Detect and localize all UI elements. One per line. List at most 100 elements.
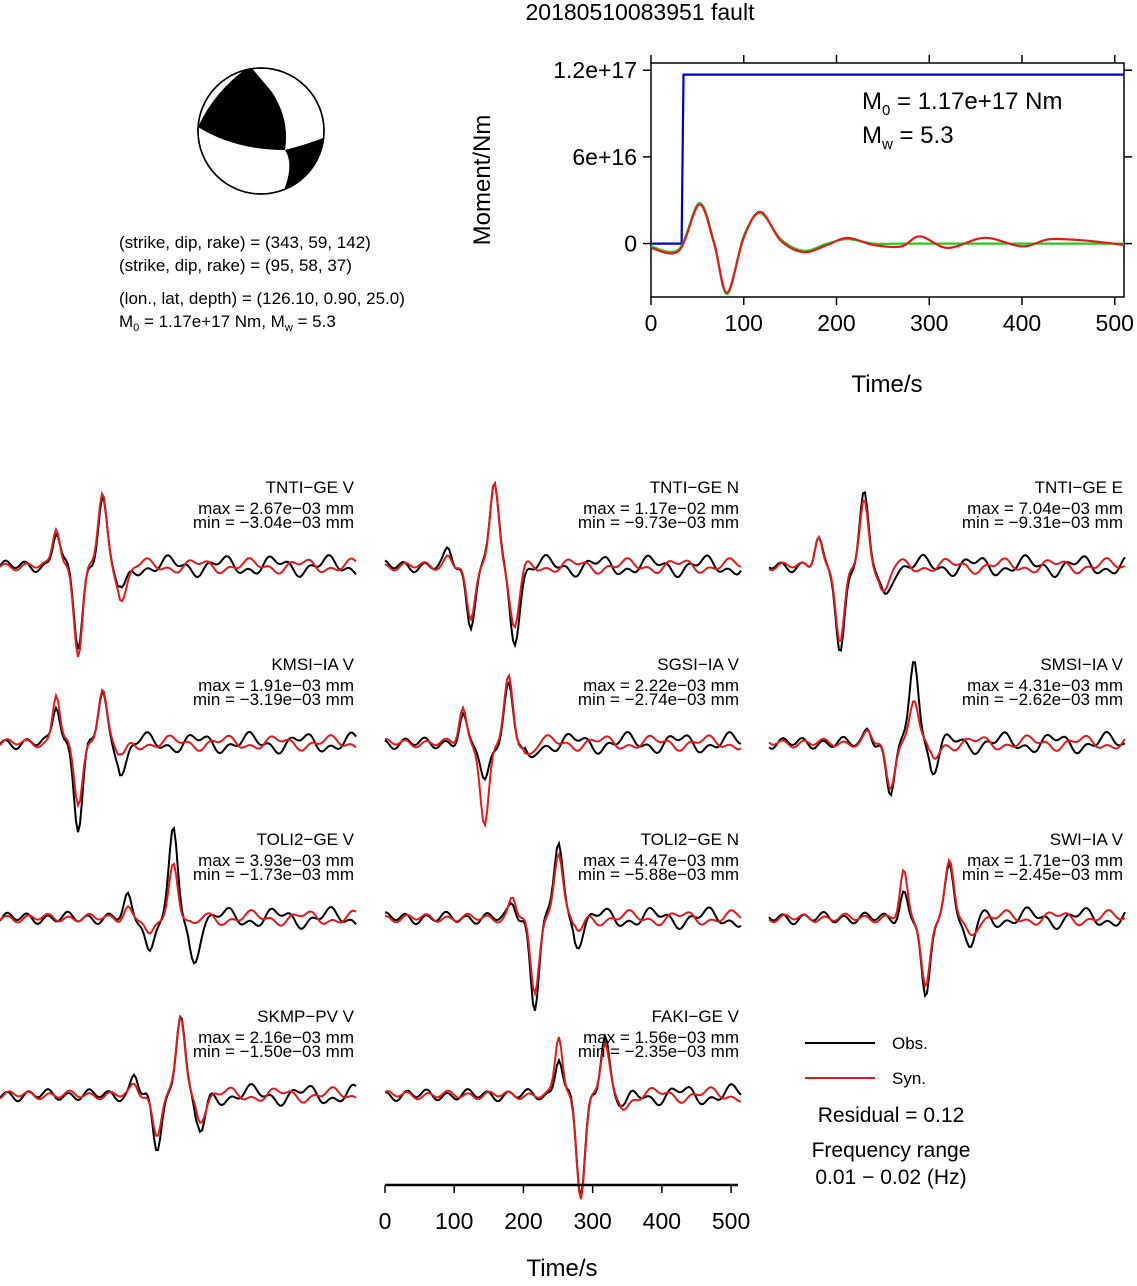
panel-max-label: max = 4.31e−03 mm xyxy=(967,676,1123,695)
nodal-plane-1: (strike, dip, rake) = (343, 59, 142) xyxy=(119,233,371,252)
panel-max-label: max = 2.22e−03 mm xyxy=(583,676,739,695)
moment-plot-m0: M0 = 1.17e+17 Nm xyxy=(862,88,1062,119)
panel-station-label: FAKI−GE V xyxy=(652,1007,740,1026)
source-info: (strike, dip, rake) = (343, 59, 142) (st… xyxy=(119,233,405,334)
panel-station-label: TNTI−GE N xyxy=(650,478,739,497)
observed-trace xyxy=(768,661,1126,797)
panel-min-label: min = −1.50e−03 mm xyxy=(193,1042,354,1061)
panel-max-label: max = 1.91e−03 mm xyxy=(198,676,354,695)
synthetic-trace xyxy=(384,1036,742,1200)
synthetic-trace xyxy=(768,499,1126,642)
panel-min-label: min = −2.62e−03 mm xyxy=(962,690,1123,709)
beachball-icon xyxy=(197,67,325,195)
frequency-range-title: Frequency range xyxy=(812,1139,971,1162)
panel-min-label: min = −5.88e−03 mm xyxy=(578,865,739,884)
panel-station-label: SKMP−PV V xyxy=(257,1007,355,1026)
synthetic-trace xyxy=(384,480,742,630)
observed-trace xyxy=(384,1032,742,1197)
y-tick-label: 1.2e+17 xyxy=(553,57,637,83)
hypocenter: (lon., lat, depth) = (126.10, 0.90, 25.0… xyxy=(119,289,405,308)
figure-title: 20180510083951 fault xyxy=(526,0,756,25)
observed-trace xyxy=(384,481,742,649)
panel-min-label: min = −3.04e−03 mm xyxy=(193,513,354,532)
stf-fit-series-line xyxy=(650,203,1125,294)
waveform-x-tick-label: 400 xyxy=(643,1208,681,1234)
waveform-x-tick-label: 200 xyxy=(504,1208,542,1234)
legend-obs-label: Obs. xyxy=(892,1034,928,1053)
x-tick-label: 100 xyxy=(725,310,763,336)
panel-max-label: max = 3.93e−03 mm xyxy=(198,851,354,870)
frequency-range-value: 0.01 − 0.02 (Hz) xyxy=(815,1166,966,1189)
moment-plot-xlabel: Time/s xyxy=(851,371,922,398)
x-tick-label: 200 xyxy=(817,310,855,336)
panel-station-label: TNTI−GE V xyxy=(266,478,355,497)
panel-station-label: TOLI2−GE V xyxy=(257,830,355,849)
synthetic-trace xyxy=(0,1014,357,1137)
panel-min-label: min = −9.73e−03 mm xyxy=(578,513,739,532)
panel-min-label: min = −3.19e−03 mm xyxy=(193,690,354,709)
waveform-x-tick-label: 0 xyxy=(379,1208,392,1234)
moment-series-line xyxy=(651,73,1124,245)
panel-max-label: max = 4.47e−03 mm xyxy=(583,851,739,870)
synthetic-trace xyxy=(0,862,357,935)
panel-station-label: TOLI2−GE N xyxy=(641,830,739,849)
moment-plot-ylabel: Moment/Nm xyxy=(469,115,496,246)
legend-syn-label: Syn. xyxy=(892,1069,926,1088)
panel-min-label: min = −2.35e−03 mm xyxy=(578,1042,739,1061)
moment-plot-frame xyxy=(650,62,1125,298)
waveform-x-tick-label: 300 xyxy=(573,1208,611,1234)
synthetic-trace xyxy=(0,688,357,809)
observed-trace xyxy=(384,679,742,782)
waveform-x-tick-label: 500 xyxy=(712,1208,750,1234)
x-tick-label: 0 xyxy=(645,310,658,336)
panel-max-label: max = 1.56e−03 mm xyxy=(583,1028,739,1047)
moment-plot: 0 6e+16 1.2e+17 0 100 200 300 400 500 Moment/Nm… xyxy=(469,55,1134,398)
panel-max-label: max = 7.04e−03 mm xyxy=(967,499,1123,518)
nodal-plane-2: (strike, dip, rake) = (95, 58, 37) xyxy=(119,256,352,275)
synthetic-trace xyxy=(384,851,742,998)
observed-trace xyxy=(0,690,357,833)
waveform-x-tick-label: 100 xyxy=(435,1208,473,1234)
x-tick-label: 300 xyxy=(910,310,948,336)
panel-min-label: min = −1.73e−03 mm xyxy=(193,865,354,884)
panel-max-label: max = 1.17e−02 mm xyxy=(583,499,739,518)
synthetic-trace xyxy=(384,672,742,829)
y-tick-label: 0 xyxy=(624,231,637,257)
x-tick-label: 500 xyxy=(1096,310,1134,336)
panel-max-label: max = 1.71e−03 mm xyxy=(967,851,1123,870)
panel-max-label: max = 2.67e−03 mm xyxy=(198,499,354,518)
residual-text: Residual = 0.12 xyxy=(818,1104,965,1127)
synthetic-trace xyxy=(768,700,1126,792)
y-tick-label: 6e+16 xyxy=(572,144,637,170)
observed-trace xyxy=(0,825,357,965)
legend: Obs. Syn. Residual = 0.12 Frequency rang… xyxy=(805,1034,970,1189)
waveform-axis-xlabel: Time/s xyxy=(526,1255,597,1281)
panel-station-label: TNTI−GE E xyxy=(1035,478,1123,497)
synthetic-trace xyxy=(768,857,1126,989)
x-tick-label: 400 xyxy=(1003,310,1041,336)
panel-station-label: SMSI−IA V xyxy=(1040,655,1123,674)
panel-min-label: min = −9.31e−03 mm xyxy=(962,513,1123,532)
panel-min-label: min = −2.45e−03 mm xyxy=(962,865,1123,884)
waveform-time-axis: 0 100 200 300 400 500 Time/s xyxy=(379,1183,750,1282)
panel-station-label: KMSI−IA V xyxy=(271,655,354,674)
panel-min-label: min = −2.74e−03 mm xyxy=(578,690,739,709)
panel-station-label: SGSI−IA V xyxy=(657,655,739,674)
moment-magnitude-line: M0 = 1.17e+17 Nm, Mw = 5.3 xyxy=(119,312,336,334)
moment-plot-mw: Mw = 5.3 xyxy=(862,122,954,153)
panel-max-label: max = 2.16e−03 mm xyxy=(198,1028,354,1047)
panel-station-label: SWI−IA V xyxy=(1050,830,1124,849)
